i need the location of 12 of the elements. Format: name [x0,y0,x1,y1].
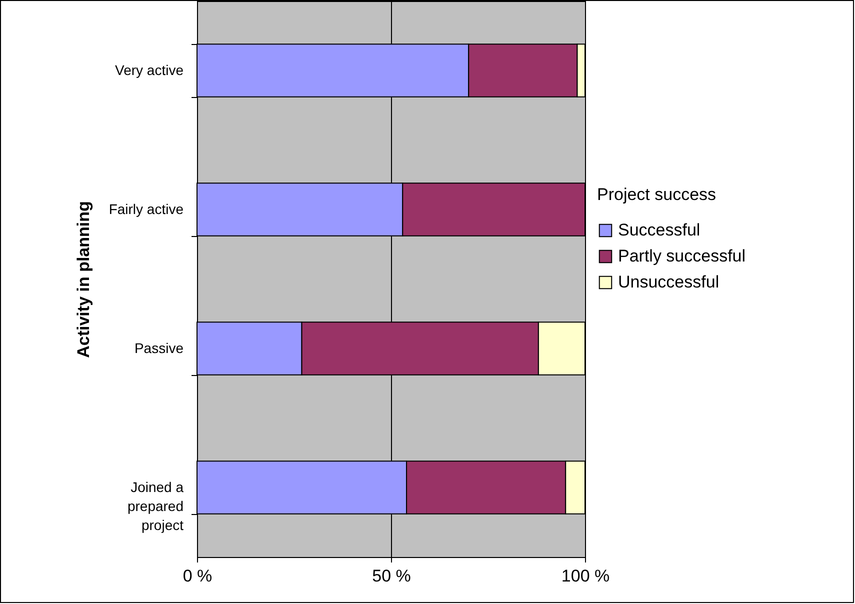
y-tick-label: Fairly active [108,201,184,217]
y-axis-title: Activity in planning [74,201,93,358]
legend-label: Successful [618,220,700,240]
legend-label: Partly successful [618,246,746,266]
y-tick-label: Passive [134,340,184,356]
y-tick-label: Joined a prepared project [127,479,184,533]
x-tick-label: 0 % [182,566,212,586]
legend-label: Unsuccessful [618,272,720,292]
x-tick-label: 50 % [372,566,411,586]
x-tick-label: 100 % [561,566,610,586]
y-tick-label: Very active [115,62,184,78]
legend-title: Project success [597,185,716,204]
